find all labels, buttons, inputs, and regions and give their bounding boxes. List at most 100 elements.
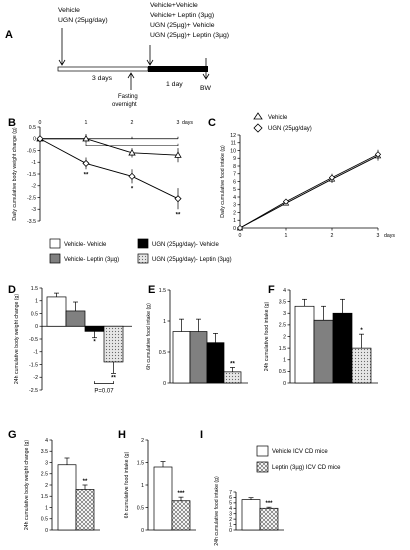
arrow-fasting: [127, 72, 135, 90]
panel-b-point-vehicle: [82, 134, 90, 142]
panel-e-ytick-label: 0: [163, 381, 166, 387]
panel-i-ytick-label: 5: [229, 501, 232, 507]
panel-i-ytick-label: 0: [229, 528, 232, 534]
legend-swatch-vehicle-icv: [256, 445, 269, 457]
panel-h-bar-1: [153, 466, 173, 531]
panel-e-y-axis-label: 6h cumulative food intake (g): [146, 303, 152, 370]
legend-leptin-icv: Leptin (3µg) ICV CD mice: [272, 465, 341, 471]
panel-c-legend-vehicle: Vehicle: [268, 115, 288, 121]
panel-c-line-vehicle: [239, 155, 379, 229]
panel-c-line-ugn: [239, 153, 379, 229]
panel-c-legend-marker-vehicle: [253, 112, 263, 120]
day3-treatment-1: Vehicle+Vehicle: [150, 2, 198, 9]
panel-d-ytick-label: 0: [35, 324, 38, 330]
panel-g-24h-body-weight-bar-chart: G 0 0.5 1 1.5 2 2.5 3 3.5 4 24h cumulative body we…: [8, 429, 100, 534]
panel-f-ytick-label: 0: [283, 381, 286, 387]
panel-f-bar-1: [294, 305, 315, 384]
panel-c-ytick-label: 0: [233, 226, 236, 232]
arrow-day3: [146, 45, 154, 66]
panel-c-xtick-label: 1: [285, 233, 288, 239]
legend-swatch-leptin-icv: [256, 461, 269, 473]
panel-b-line-vehicle: [40, 138, 179, 156]
panel-b-ytick-label: 0: [33, 137, 36, 143]
panel-b-point-ugn: [174, 195, 182, 203]
panel-i-bar-2: [259, 507, 279, 531]
panel-i-ytick-label: 3: [229, 512, 232, 518]
panel-g-significance-2: **: [83, 479, 88, 485]
panel-f-24h-food-intake-bar-chart: F 0 0.5 1 1.5 2 2.5 3 3.5 4 24h cumulative food in…: [264, 284, 378, 387]
panel-f-y-axis-label: 24h cumulative food intake (g): [264, 301, 270, 371]
panel-e-significance-4: **: [230, 362, 235, 368]
panel-c-ytick-label: 4: [233, 195, 236, 201]
panel-d-ytick-label: -1.5: [29, 362, 38, 368]
panel-c-point-ugn: [374, 151, 382, 158]
panel-i-ytick-label: 2: [229, 517, 232, 523]
legend-ugn-vehicle: UGN (25µg/day)- Vehicle: [152, 242, 219, 248]
panel-g-ytick-label: 3.5: [41, 449, 48, 455]
panel-label-c: C: [208, 117, 216, 129]
panel-d-significance-4: **: [111, 375, 116, 381]
panel-h-ytick-label: 1: [141, 483, 144, 489]
panel-b-xtick-label: 1: [85, 120, 88, 126]
panel-b-point-ugn: [128, 172, 136, 180]
panel-c-xtick-label: 3: [377, 233, 380, 239]
legend-icv: Vehicle ICV CD mice Leptin (3µg) ICV CD …: [256, 445, 341, 473]
panel-c-x-axis-label: days: [384, 233, 395, 239]
panel-g-ytick-label: 3: [45, 460, 48, 466]
panel-c-ytick-label: 5: [233, 187, 236, 193]
panel-b-ytick-label: -1.5: [27, 172, 36, 178]
panel-b-point-ugn: [36, 135, 44, 143]
panel-h-ytick-label: 1.5: [137, 460, 144, 466]
panel-a: A Vehicle UGN (25µg/day) Vehicle+Vehicle…: [5, 2, 229, 108]
panel-h-6h-food-intake-bar-chart: H 0 0.5 1 1.5 2 6h cumulative food intake (g) *…: [118, 429, 196, 534]
panel-label-b: B: [8, 117, 16, 129]
panel-i-ytick-label: 7: [229, 490, 232, 496]
panel-label-g: G: [8, 429, 17, 441]
label-overnight: overnight: [112, 102, 137, 108]
label-bw: BW: [200, 85, 212, 92]
panel-d-ytick-label: 1: [35, 299, 38, 305]
panel-h-ytick-label: 0.5: [137, 505, 144, 511]
panel-d-ytick-label: 0.5: [31, 311, 38, 317]
panel-d-ytick-label: -2.5: [29, 388, 38, 394]
panel-c-ytick-label: 10: [230, 148, 236, 154]
panel-b-point-vehicle: [174, 151, 182, 158]
panel-c-point-ugn: [328, 174, 336, 181]
panel-b-ytick-label: -2.5: [27, 195, 36, 201]
panel-d-annotation: P=0.07: [94, 389, 114, 395]
panel-c-ytick-label: 2: [233, 210, 236, 216]
panel-d-ytick-label: -1: [33, 350, 38, 356]
panel-i-y-axis-label: 24h cumulative food intake (g): [214, 476, 220, 546]
arrow-day0: [58, 28, 66, 66]
panel-d-24h-body-weight-bar-chart: D 1.5 1 0.5 0 -0.5 -1 -1.5 -2 -2.5 24h cumulative …: [8, 284, 132, 395]
legend-ugn-leptin: UGN (25µg/day)- Leptin (3µg): [152, 257, 232, 263]
panel-c-ytick-label: 7: [233, 172, 236, 178]
panel-f-bar-4: [351, 347, 372, 384]
label-fasting: Fasting: [118, 94, 138, 100]
panel-b-ytick-label: -3.5: [27, 219, 36, 225]
panel-c-ytick-label: 3: [233, 203, 236, 209]
panel-b-significance: **: [176, 212, 181, 218]
panel-c-y-axis-label: Daily cumulative food intake (g): [220, 145, 226, 218]
day0-treatment-2: UGN (25µg/day): [58, 17, 108, 24]
panel-b-xtick-label: 0: [39, 120, 42, 126]
panel-label-f: F: [268, 284, 275, 296]
panel-g-ytick-label: 4: [45, 438, 48, 444]
panel-g-y-axis-label: 24h cumulative body weight change (g): [24, 440, 30, 531]
panel-f-ytick-label: 3: [283, 311, 286, 317]
panel-f-significance-4: *: [360, 328, 363, 334]
panel-f-ytick-label: 2: [283, 334, 286, 340]
panel-d-bar-1: [46, 296, 67, 327]
timeline-1day-bar: [148, 66, 208, 72]
panel-g-ytick-label: 1: [45, 505, 48, 511]
panel-d-bar-4: [103, 325, 124, 363]
panel-f-ytick-label: 2.5: [279, 323, 286, 329]
panel-e-ytick-label: 1: [163, 319, 166, 325]
panel-c-legend-marker-ugn: [253, 123, 263, 133]
timeline-3day-bar: [57, 66, 149, 72]
panel-h-bar-2: [171, 500, 191, 531]
